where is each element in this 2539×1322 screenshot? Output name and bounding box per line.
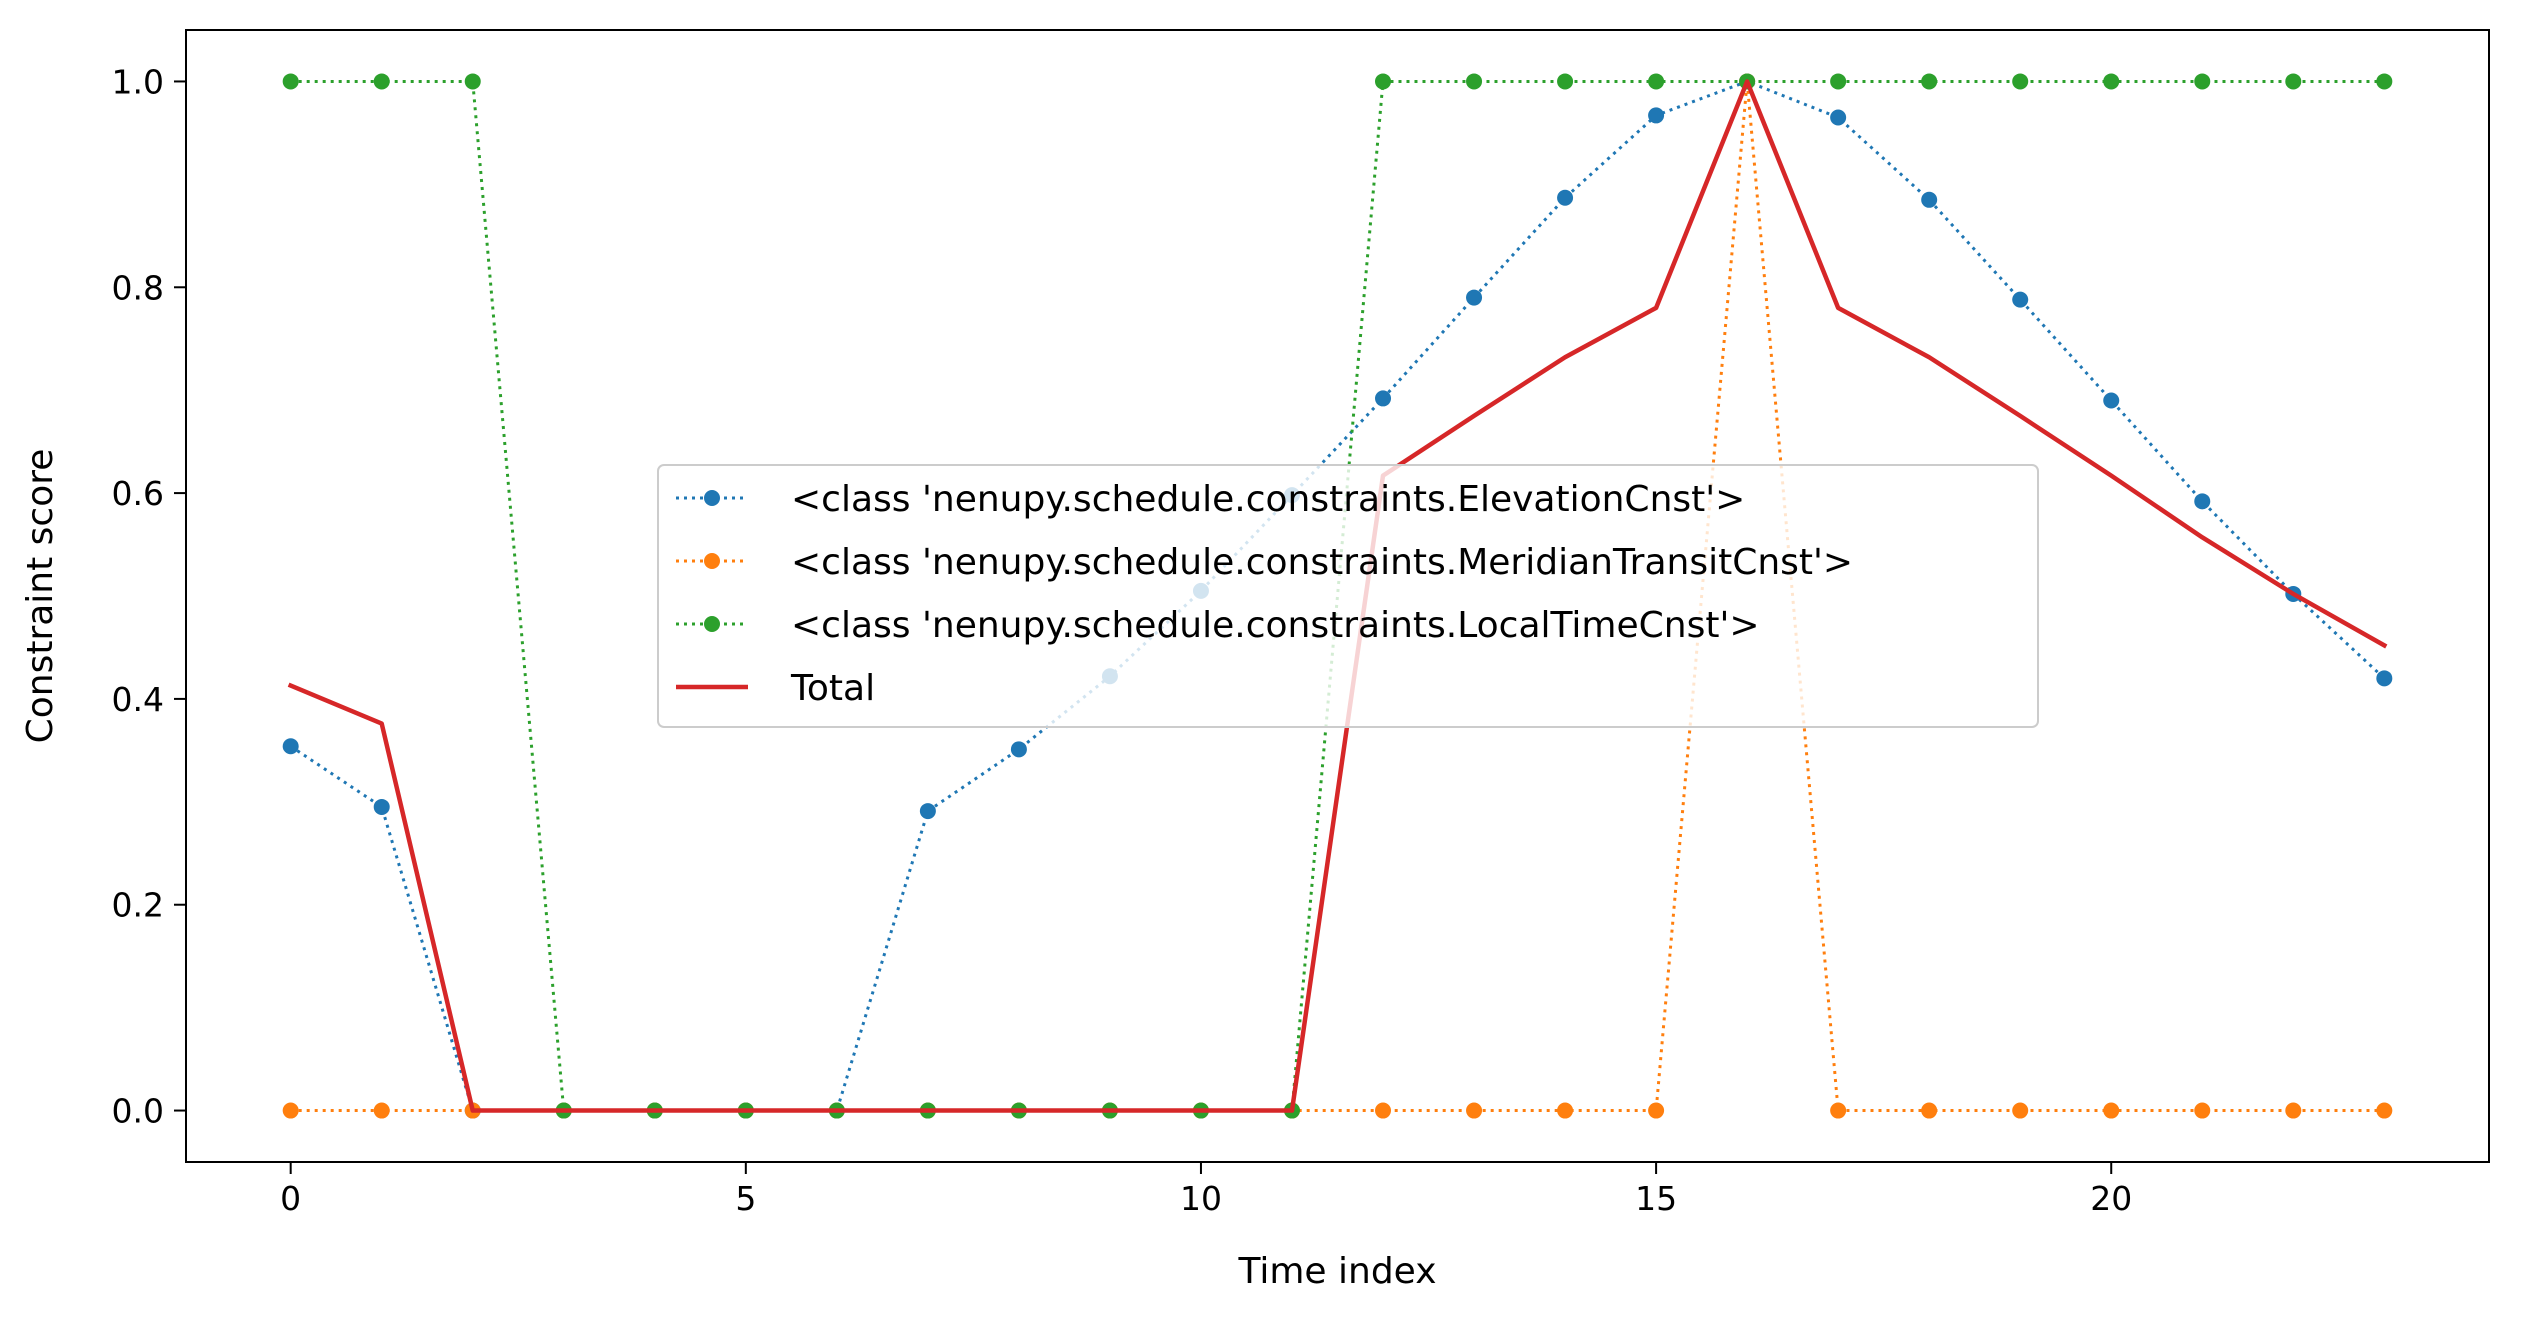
series-2-point-12 [1375,73,1392,90]
legend-marker-2 [704,616,720,632]
series-0-point-8 [1010,741,1027,758]
series-2-point-20 [2103,73,2120,90]
series-0-point-14 [1557,189,1574,206]
plot-frame [185,29,2490,1163]
y-tick-label-5: 1.0 [112,62,164,101]
legend-label-0: <class 'nenupy.schedule.constraints.Elev… [791,479,1745,520]
series-1-point-1 [373,1102,390,1119]
series-0-point-21 [2194,493,2211,510]
series-2-point-1 [373,73,390,90]
series-1-point-13 [1466,1102,1483,1119]
legend-marker-0 [704,490,720,506]
legend-label-2: <class 'nenupy.schedule.constraints.Loca… [791,605,1760,646]
legend-entry-3: Total [676,668,875,709]
x-axis-ticks: 0 5 10 15 20 [280,1162,2132,1218]
series-1-point-19 [2012,1102,2029,1119]
series-2-point-13 [1466,73,1483,90]
legend: <class 'nenupy.schedule.constraints.Elev… [657,464,2039,728]
legend-box [657,464,2039,728]
series-1-point-23 [2376,1102,2393,1119]
series-0-point-0 [282,738,299,755]
legend-label-1: <class 'nenupy.schedule.constraints.Meri… [791,542,1853,583]
series-line-3 [287,79,2388,1113]
x-tick-label-0: 0 [280,1179,301,1218]
series-2-point-14 [1557,73,1574,90]
series-0-point-1 [373,798,390,815]
series-1-point-15 [1648,1102,1665,1119]
series-0-point-13 [1466,289,1483,306]
series-2-point-2 [464,73,481,90]
series-1-point-17 [1830,1102,1847,1119]
series-0-point-20 [2103,392,2120,409]
series-2 [282,73,2393,1119]
y-tick-label-2: 0.4 [112,680,164,719]
series-2-point-22 [2285,73,2302,90]
y-axis-label: Constraint score [20,449,61,744]
legend-label-3: Total [790,668,875,709]
series-1-point-18 [1921,1102,1938,1119]
series-1-point-12 [1375,1102,1392,1119]
x-tick-label-4: 20 [2090,1179,2132,1218]
series-0-point-7 [919,803,936,820]
series-1-point-22 [2285,1102,2302,1119]
series-1-point-14 [1557,1102,1574,1119]
x-tick-label-1: 5 [735,1179,756,1218]
y-tick-label-1: 0.2 [112,886,164,925]
y-tick-label-3: 0.6 [112,474,164,513]
series-0-point-17 [1830,109,1847,126]
y-tick-label-4: 0.8 [112,268,164,307]
legend-entry-1: <class 'nenupy.schedule.constraints.Meri… [676,542,1853,583]
series-0-point-15 [1648,107,1665,124]
series-1-point-0 [282,1102,299,1119]
series-0-point-12 [1375,390,1392,407]
x-tick-label-3: 15 [1635,1179,1677,1218]
y-tick-label-0: 0.0 [112,1092,164,1131]
series-2-point-15 [1648,73,1665,90]
series-1-point-21 [2194,1102,2211,1119]
series-2-point-18 [1921,73,1938,90]
series-2-point-0 [282,73,299,90]
series-2-point-21 [2194,73,2211,90]
series-2-point-23 [2376,73,2393,90]
series-0-point-19 [2012,291,2029,308]
legend-entry-0: <class 'nenupy.schedule.constraints.Elev… [676,479,1745,520]
y-axis-ticks: 0.0 0.2 0.4 0.6 0.8 1.0 [112,62,186,1131]
x-axis-label: Time index [1237,1251,1436,1292]
series-2-point-17 [1830,73,1847,90]
series-1-point-20 [2103,1102,2120,1119]
legend-entry-2: <class 'nenupy.schedule.constraints.Loca… [676,605,1760,646]
series-2-point-19 [2012,73,2029,90]
series-3 [287,79,2388,1113]
series-0-point-18 [1921,191,1938,208]
series-0-point-23 [2376,670,2393,687]
x-tick-label-2: 10 [1180,1179,1222,1218]
legend-marker-1 [704,553,720,569]
